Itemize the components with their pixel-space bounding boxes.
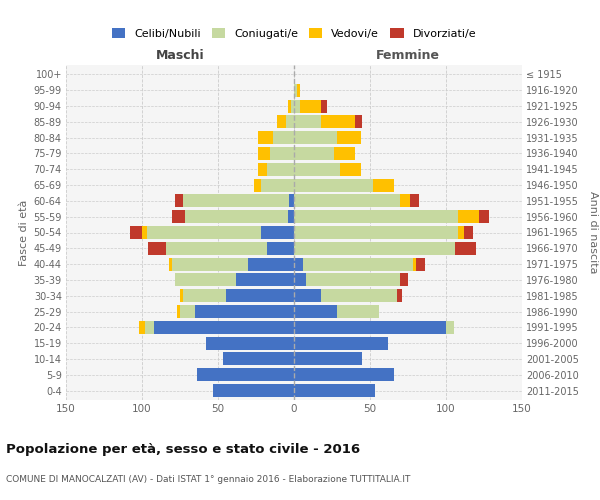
Bar <box>297 84 300 97</box>
Y-axis label: Fasce di età: Fasce di età <box>19 200 29 266</box>
Bar <box>294 305 337 318</box>
Bar <box>266 242 294 255</box>
Bar <box>269 147 294 160</box>
Bar <box>294 84 297 97</box>
Bar <box>289 194 294 207</box>
Bar <box>294 100 300 112</box>
Bar <box>416 258 425 270</box>
Legend: Celibi/Nubili, Coniugati/e, Vedovi/e, Divorziati/e: Celibi/Nubili, Coniugati/e, Vedovi/e, Di… <box>107 24 481 44</box>
Bar <box>185 210 288 223</box>
Bar <box>294 147 334 160</box>
Bar <box>337 131 361 144</box>
Bar <box>195 305 294 318</box>
Bar <box>172 258 248 270</box>
Bar <box>400 274 408 286</box>
Bar <box>254 178 260 192</box>
Bar <box>277 116 286 128</box>
Bar <box>294 352 362 366</box>
Bar <box>294 258 303 270</box>
Bar <box>300 100 322 112</box>
Bar <box>286 116 294 128</box>
Bar <box>175 194 183 207</box>
Bar <box>288 210 294 223</box>
Bar <box>294 384 374 397</box>
Bar <box>169 258 172 270</box>
Bar <box>236 274 294 286</box>
Bar <box>148 242 166 255</box>
Bar <box>226 289 294 302</box>
Bar <box>183 289 226 302</box>
Bar <box>288 100 291 112</box>
Text: COMUNE DI MANOCALZATI (AV) - Dati ISTAT 1° gennaio 2016 - Elaborazione TUTTITALI: COMUNE DI MANOCALZATI (AV) - Dati ISTAT … <box>6 475 410 484</box>
Bar <box>257 163 266 176</box>
Bar <box>458 210 479 223</box>
Bar <box>294 289 322 302</box>
Bar <box>413 258 416 270</box>
Text: Maschi: Maschi <box>155 49 205 62</box>
Bar <box>294 226 458 239</box>
Bar <box>294 274 306 286</box>
Bar <box>146 226 260 239</box>
Bar <box>322 116 355 128</box>
Bar <box>446 321 454 334</box>
Bar <box>294 163 340 176</box>
Bar <box>355 116 362 128</box>
Bar <box>223 352 294 366</box>
Bar <box>177 305 180 318</box>
Bar <box>257 131 273 144</box>
Bar <box>266 163 294 176</box>
Bar <box>464 226 473 239</box>
Bar <box>206 336 294 349</box>
Bar <box>260 178 294 192</box>
Bar <box>273 131 294 144</box>
Bar <box>166 242 266 255</box>
Bar <box>180 305 195 318</box>
Bar <box>294 368 394 381</box>
Bar <box>306 274 400 286</box>
Bar <box>455 242 476 255</box>
Bar <box>322 289 397 302</box>
Bar <box>458 226 464 239</box>
Bar <box>294 210 458 223</box>
Bar <box>183 194 289 207</box>
Bar <box>294 116 322 128</box>
Bar <box>334 147 355 160</box>
Bar <box>145 321 154 334</box>
Bar <box>294 194 400 207</box>
Bar <box>257 147 269 160</box>
Bar <box>294 178 373 192</box>
Bar <box>479 210 488 223</box>
Bar <box>214 384 294 397</box>
Bar <box>197 368 294 381</box>
Bar <box>397 289 402 302</box>
Bar <box>175 274 236 286</box>
Bar <box>260 226 294 239</box>
Bar <box>303 258 413 270</box>
Text: Popolazione per età, sesso e stato civile - 2016: Popolazione per età, sesso e stato civil… <box>6 442 360 456</box>
Bar <box>294 321 446 334</box>
Bar <box>172 210 185 223</box>
Bar <box>248 258 294 270</box>
Bar <box>337 305 379 318</box>
Bar <box>294 242 455 255</box>
Bar <box>154 321 294 334</box>
Bar <box>180 289 183 302</box>
Bar <box>139 321 145 334</box>
Bar <box>142 226 146 239</box>
Bar <box>410 194 419 207</box>
Text: Femmine: Femmine <box>376 49 440 62</box>
Bar <box>373 178 394 192</box>
Bar <box>294 131 337 144</box>
Bar <box>400 194 410 207</box>
Bar <box>130 226 142 239</box>
Y-axis label: Anni di nascita: Anni di nascita <box>589 191 598 274</box>
Bar <box>291 100 294 112</box>
Bar <box>340 163 361 176</box>
Bar <box>322 100 328 112</box>
Bar <box>294 336 388 349</box>
